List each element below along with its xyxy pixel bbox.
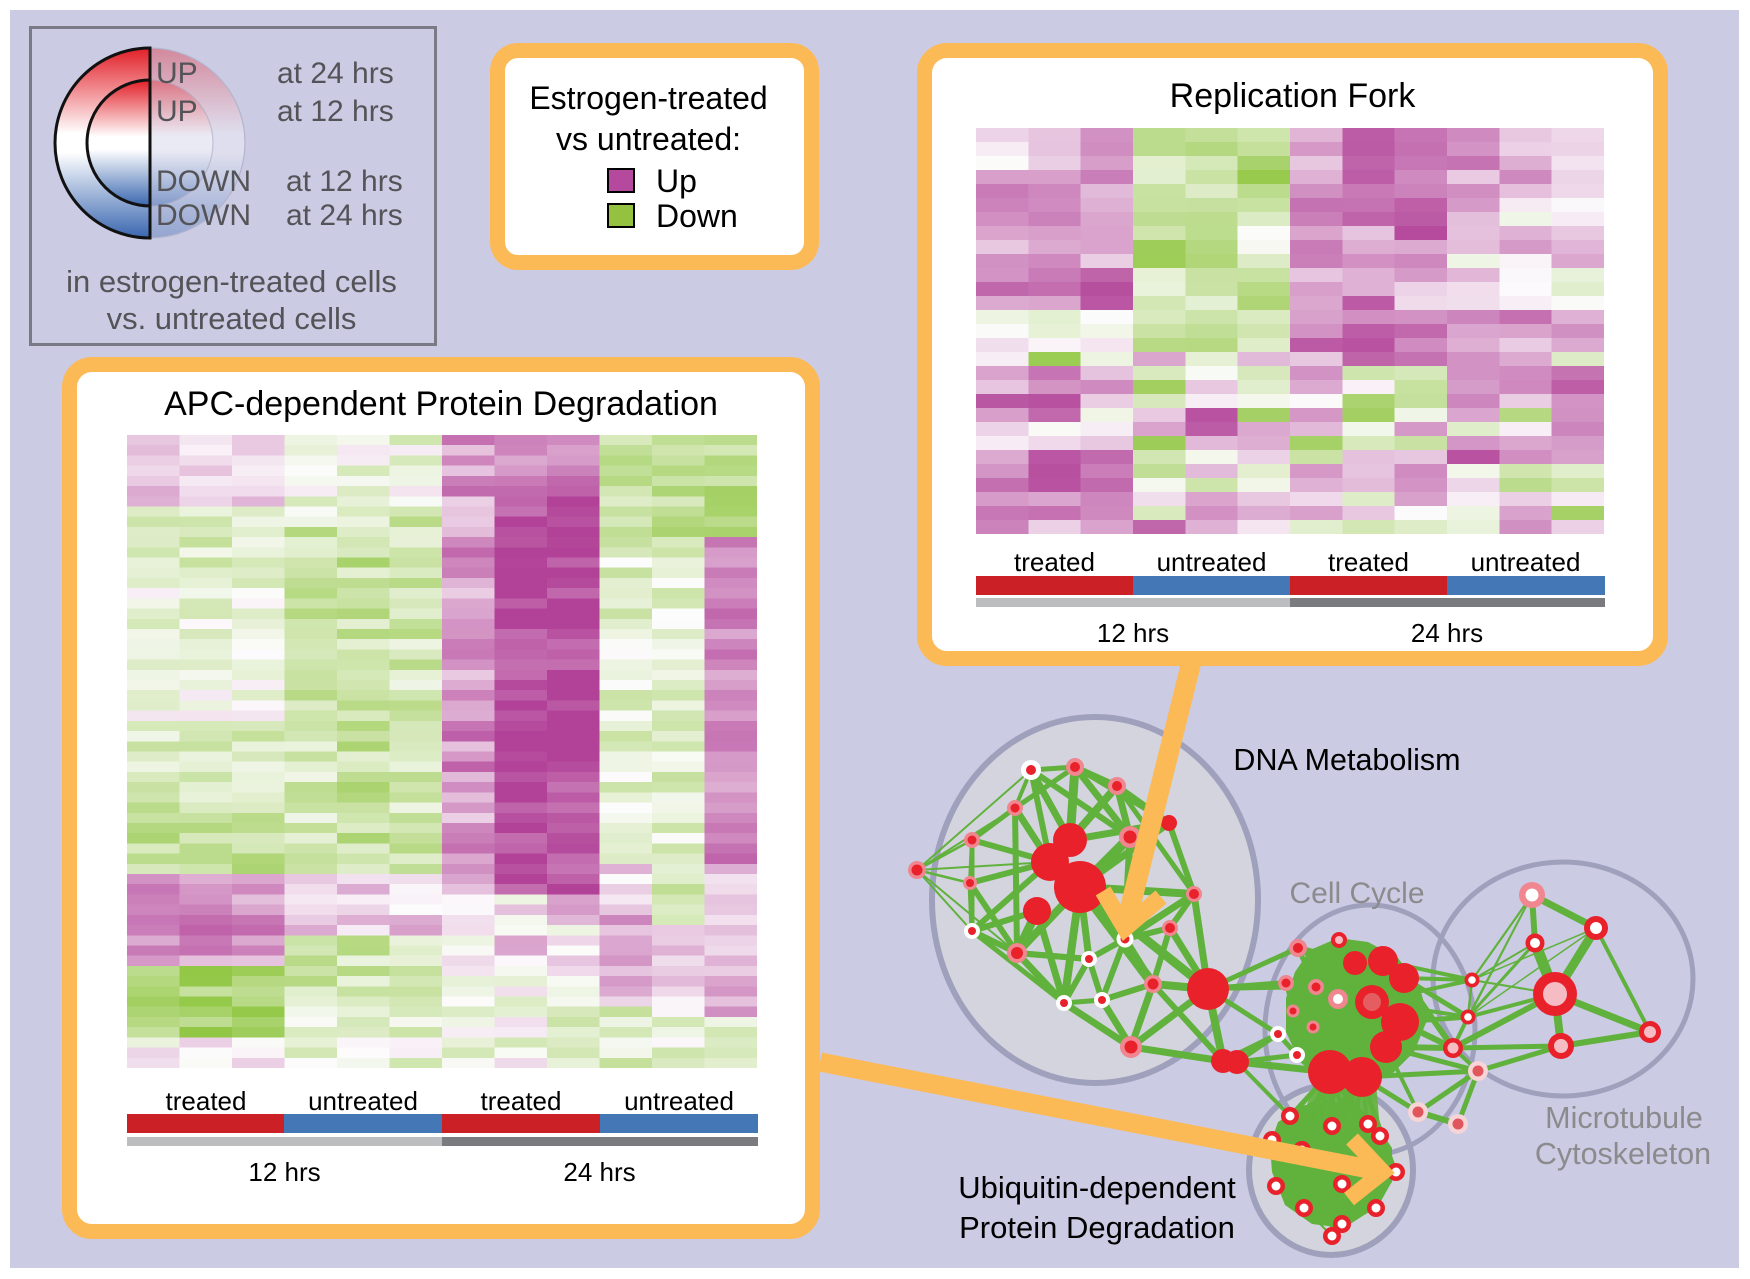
svg-text:Ubiquitin-dependent: Ubiquitin-dependent [958,1170,1236,1205]
svg-text:Cell Cycle: Cell Cycle [1289,877,1424,910]
svg-text:Protein Degradation: Protein Degradation [959,1210,1235,1245]
svg-text:DNA Metabolism: DNA Metabolism [1233,743,1460,777]
svg-text:Microtubule: Microtubule [1545,1101,1703,1135]
svg-text:Cytoskeleton: Cytoskeleton [1535,1137,1711,1171]
